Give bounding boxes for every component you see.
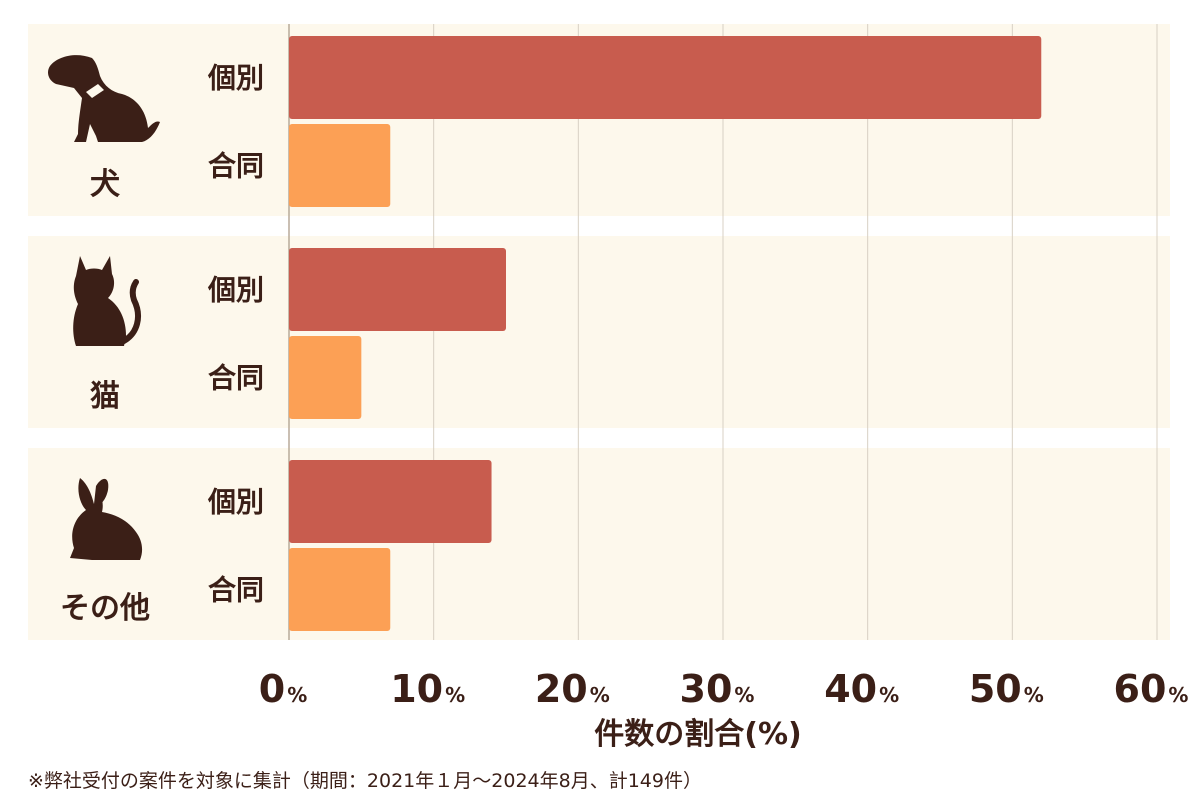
x-tick-0: 0%	[259, 667, 308, 711]
icons	[48, 55, 160, 560]
bar-0-0	[289, 36, 1042, 119]
x-tick-50: 50%	[969, 667, 1044, 711]
bar-2-1	[289, 548, 391, 631]
group-label-1: 猫	[90, 379, 120, 414]
bar-1-1	[289, 336, 362, 419]
bar-2-0	[289, 460, 492, 543]
group-panel-2	[28, 448, 1170, 640]
cat-icon	[73, 256, 141, 346]
bars	[289, 36, 1042, 631]
x-tick-10: 10%	[390, 667, 465, 711]
group-label-2: その他	[60, 591, 150, 626]
series-label-1-0: 個別	[207, 274, 264, 307]
series-label-0-1: 合同	[208, 150, 264, 183]
group-panel-1	[28, 236, 1170, 428]
x-axis-label: 件数の割合(%)	[594, 717, 801, 752]
footnote: ※弊社受付の案件を対象に集計（期間：2021年１月〜2024年8月、計149件）	[28, 770, 702, 792]
x-tick-60: 60%	[1114, 667, 1189, 711]
series-label-2-1: 合同	[208, 574, 264, 607]
series-label-1-1: 合同	[208, 362, 264, 395]
group-label-0: 犬	[90, 167, 120, 202]
series-label-2-0: 個別	[207, 486, 264, 519]
x-tick-30: 30%	[680, 667, 755, 711]
series-label-0-0: 個別	[207, 62, 264, 95]
x-tick-20: 20%	[535, 667, 610, 711]
x-axis-ticks: 0% 10% 20% 30% 40% 50% 60%	[259, 667, 1189, 711]
bar-0-1	[289, 124, 391, 207]
dog-icon	[48, 55, 160, 142]
bar-1-0	[289, 248, 506, 331]
rabbit-icon	[70, 478, 143, 560]
x-tick-40: 40%	[824, 667, 899, 711]
